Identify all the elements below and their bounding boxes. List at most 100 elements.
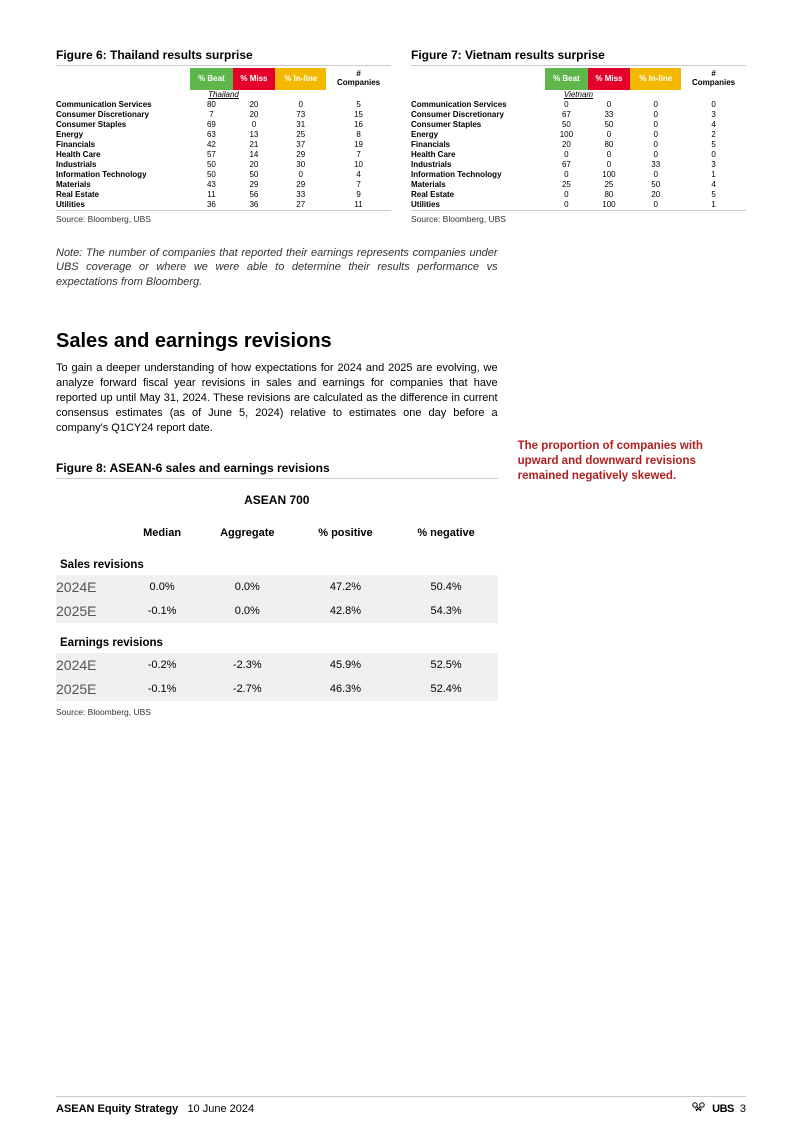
footer-title: ASEAN Equity Strategy <box>56 1103 178 1115</box>
aggregate-cell: 0.0% <box>198 599 296 623</box>
figure-8-title: Figure 8: ASEAN-6 sales and earnings rev… <box>56 461 498 479</box>
table-row: Consumer Staples505004 <box>411 120 746 130</box>
inline-cell: 29 <box>275 180 326 190</box>
sector-cell: Utilities <box>56 200 190 211</box>
region-label: Vietnam <box>411 90 746 100</box>
beat-cell: 50 <box>190 160 232 170</box>
inline-cell: 73 <box>275 110 326 120</box>
miss-cell: 80 <box>588 190 631 200</box>
col-blank <box>56 521 126 545</box>
companies-cell: 4 <box>681 180 746 190</box>
sector-cell: Health Care <box>56 150 190 160</box>
sector-cell: Health Care <box>411 150 545 160</box>
sector-cell: Real Estate <box>56 190 190 200</box>
inline-cell: 50 <box>630 180 681 190</box>
year-cell: 2025E <box>56 677 126 701</box>
companies-cell: 1 <box>681 170 746 180</box>
table-row: Communication Services802005 <box>56 100 391 110</box>
beat-cell: 25 <box>545 180 587 190</box>
beat-cell: 7 <box>190 110 232 120</box>
inline-cell: 0 <box>630 130 681 140</box>
figure-8-callout: The proportion of companies with upward … <box>518 439 746 717</box>
table-row: Information Technology505004 <box>56 170 391 180</box>
col-positive: % positive <box>296 521 394 545</box>
companies-cell: 11 <box>326 200 391 211</box>
figure-6-tbody: Communication Services802005Consumer Dis… <box>56 100 391 211</box>
companies-cell: 16 <box>326 120 391 130</box>
positive-cell: 47.2% <box>296 575 394 599</box>
miss-cell: 100 <box>588 170 631 180</box>
figure-8: Figure 8: ASEAN-6 sales and earnings rev… <box>56 461 498 717</box>
companies-cell: 2 <box>681 130 746 140</box>
figure-6-table: % Beat % Miss % In-line #Companies Thail… <box>56 68 391 211</box>
companies-cell: 7 <box>326 180 391 190</box>
beat-cell: 11 <box>190 190 232 200</box>
miss-cell: 36 <box>233 200 276 211</box>
miss-cell: 13 <box>233 130 276 140</box>
beat-cell: 80 <box>190 100 232 110</box>
table-row: Real Estate080205 <box>411 190 746 200</box>
beat-cell: 20 <box>545 140 587 150</box>
table-row: Real Estate1156339 <box>56 190 391 200</box>
companies-cell: 3 <box>681 110 746 120</box>
beat-cell: 57 <box>190 150 232 160</box>
section-label-row: Sales revisions <box>56 545 498 575</box>
data-row: 2025E-0.1%0.0%42.8%54.3% <box>56 599 498 623</box>
footer-date: 10 June 2024 <box>187 1103 254 1115</box>
sector-cell: Financials <box>411 140 545 150</box>
footer-left: ASEAN Equity Strategy 10 June 2024 <box>56 1103 254 1115</box>
figure-8-tbody: Sales revisions2024E0.0%0.0%47.2%50.4%20… <box>56 545 498 701</box>
companies-cell: 15 <box>326 110 391 120</box>
inline-cell: 0 <box>275 170 326 180</box>
beat-cell: 100 <box>545 130 587 140</box>
beat-cell: 50 <box>190 170 232 180</box>
sector-cell: Industrials <box>411 160 545 170</box>
companies-cell: 4 <box>326 170 391 180</box>
table-row: Communication Services0000 <box>411 100 746 110</box>
sector-cell: Consumer Discretionary <box>411 110 545 120</box>
miss-cell: 100 <box>588 200 631 211</box>
companies-cell: 5 <box>326 100 391 110</box>
col-negative: % negative <box>395 521 498 545</box>
companies-cell: 19 <box>326 140 391 150</box>
beat-cell: 63 <box>190 130 232 140</box>
beat-cell: 67 <box>545 160 587 170</box>
companies-cell: 4 <box>681 120 746 130</box>
figure-7-title: Figure 7: Vietnam results surprise <box>411 48 746 66</box>
table-row: Consumer Staples6903116 <box>56 120 391 130</box>
median-cell: 0.0% <box>126 575 198 599</box>
median-cell: -0.2% <box>126 653 198 677</box>
beat-cell: 42 <box>190 140 232 150</box>
inline-cell: 0 <box>630 170 681 180</box>
miss-cell: 0 <box>588 160 631 170</box>
figure-7-tbody: Communication Services0000Consumer Discr… <box>411 100 746 211</box>
section-body: To gain a deeper understanding of how ex… <box>56 361 498 435</box>
inline-cell: 0 <box>630 110 681 120</box>
companies-cell: 1 <box>681 200 746 211</box>
col-companies: #Companies <box>326 68 391 90</box>
table-row: Industrials670333 <box>411 160 746 170</box>
col-aggregate: Aggregate <box>198 521 296 545</box>
inline-cell: 25 <box>275 130 326 140</box>
table-row: Financials42213719 <box>56 140 391 150</box>
figure-6: Figure 6: Thailand results surprise % Be… <box>56 48 391 224</box>
miss-cell: 21 <box>233 140 276 150</box>
table-row: Consumer Discretionary673303 <box>411 110 746 120</box>
page-footer: ASEAN Equity Strategy 10 June 2024 UBS 3 <box>56 1096 746 1116</box>
footer-right: UBS 3 <box>692 1102 746 1116</box>
median-cell: -0.1% <box>126 677 198 701</box>
inline-cell: 33 <box>630 160 681 170</box>
positive-cell: 45.9% <box>296 653 394 677</box>
col-companies: #Companies <box>681 68 746 90</box>
companies-cell: 5 <box>681 190 746 200</box>
miss-cell: 20 <box>233 160 276 170</box>
data-row: 2024E-0.2%-2.3%45.9%52.5% <box>56 653 498 677</box>
companies-cell: 3 <box>681 160 746 170</box>
table-row: Industrials50203010 <box>56 160 391 170</box>
sector-cell: Energy <box>411 130 545 140</box>
beat-cell: 43 <box>190 180 232 190</box>
beat-cell: 0 <box>545 200 587 211</box>
table-row: Energy6313258 <box>56 130 391 140</box>
inline-cell: 30 <box>275 160 326 170</box>
beat-cell: 67 <box>545 110 587 120</box>
